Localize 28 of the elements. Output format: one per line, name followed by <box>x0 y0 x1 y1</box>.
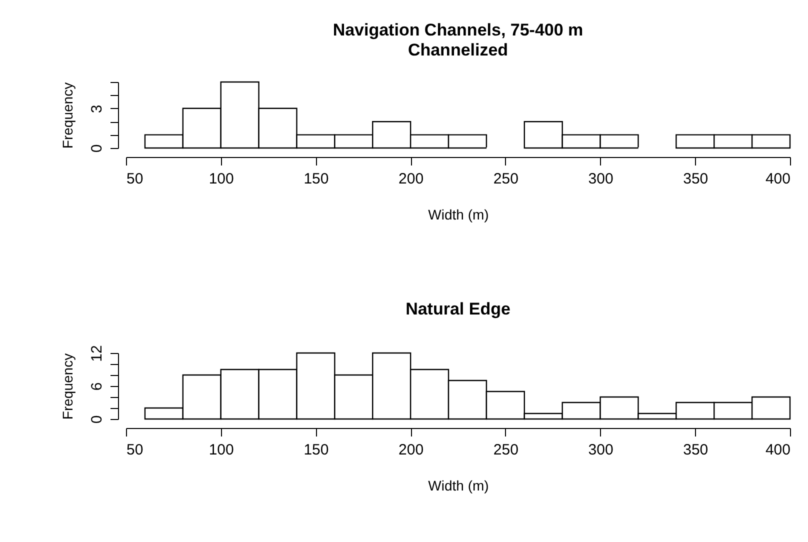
y-tick-label: 0 <box>88 144 106 153</box>
x-tick-label: 50 <box>126 170 144 188</box>
chart-title: Natural Edge <box>406 300 510 319</box>
y-tick-label: 0 <box>88 415 106 424</box>
y-tick-label: 12 <box>88 345 106 362</box>
y-axis-title: Frequency <box>60 82 76 149</box>
x-tick-label: 250 <box>493 170 518 188</box>
y-axis-title: Frequency <box>60 353 76 420</box>
y-tick-label: 6 <box>88 382 106 391</box>
chart-title: Navigation Channels, 75-400 m <box>332 20 584 40</box>
x-tick-label: 400 <box>765 442 790 458</box>
x-tick-label: 50 <box>126 442 144 458</box>
x-tick-label: 100 <box>208 170 234 188</box>
x-tick-label: 100 <box>208 442 234 458</box>
x-axis-title: Width (m) <box>428 206 489 222</box>
x-tick-label: 300 <box>588 442 614 458</box>
x-tick-label: 200 <box>398 170 424 188</box>
x-tick-label: 350 <box>683 170 708 188</box>
x-tick-label: 200 <box>398 442 424 458</box>
x-axis-title: Width (m) <box>428 478 489 494</box>
x-tick-label: 150 <box>304 442 329 458</box>
chart-subtitle: Channelized <box>408 40 508 60</box>
x-tick-label: 150 <box>304 170 329 188</box>
x-tick-label: 350 <box>683 442 708 458</box>
x-tick-label: 300 <box>588 170 614 188</box>
y-tick-label: 3 <box>88 104 106 114</box>
x-tick-label: 400 <box>765 170 790 188</box>
x-tick-label: 250 <box>493 442 518 458</box>
